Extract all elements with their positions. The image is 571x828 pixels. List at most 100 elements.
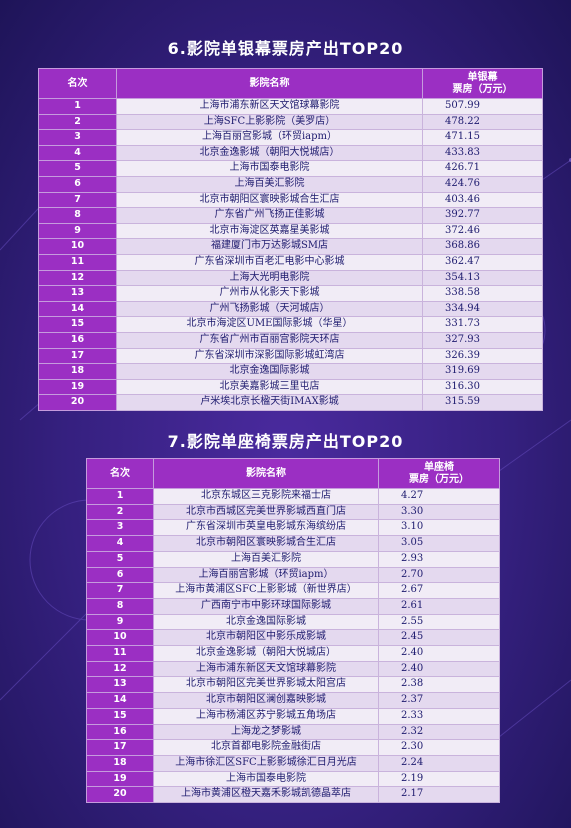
box-office-cell: 316.30 xyxy=(422,378,543,396)
table-row: 4 北京市朝阳区寰映影城合生汇店 3.05 xyxy=(86,535,500,552)
table-row: 18 北京金逸国际影城 319.69 xyxy=(38,363,543,380)
table-row: 10 北京市朝阳区中影乐成影城 2.45 xyxy=(86,629,500,647)
cinema-name-cell: 上海市黄浦区SFC上影影城（新世界店） xyxy=(153,582,379,599)
box-office-cell: 424.76 xyxy=(422,175,543,193)
box-office-cell: 392.77 xyxy=(422,207,543,224)
table-row: 13 广州市从化影天下影城 338.58 xyxy=(38,285,543,302)
rank-cell: 8 xyxy=(38,207,117,224)
box-office-cell: 2.24 xyxy=(378,754,500,772)
cinema-name-cell: 北京市西城区完美世界影城西直门店 xyxy=(153,503,379,521)
box-office-cell: 331.73 xyxy=(422,316,543,333)
rank-cell: 5 xyxy=(86,550,154,568)
rank-cell: 10 xyxy=(86,629,154,647)
rank-cell: 7 xyxy=(38,191,117,209)
table-row: 5 上海百美汇影院 2.93 xyxy=(86,550,500,568)
box-office-cell: 327.93 xyxy=(422,331,543,349)
cinema-name-cell: 广州市从化影天下影城 xyxy=(116,285,423,302)
cinema-name-cell: 北京市朝阳区澜创嘉映影城 xyxy=(153,692,379,709)
section6-title: 6.影院单银幕票房产出TOP20 xyxy=(167,39,404,58)
table-row: 8 广东省广州飞扬正佳影城 392.77 xyxy=(38,207,543,224)
box-office-cell: 362.47 xyxy=(422,253,543,271)
rank-cell: 13 xyxy=(86,676,154,694)
box-office-cell: 319.69 xyxy=(422,363,543,380)
box-office-cell: 2.17 xyxy=(378,786,500,804)
cinema-name-cell: 广东省广州市百丽宫影院天环店 xyxy=(116,331,423,349)
table-row: 9 北京市海淀区英嘉星美影城 372.46 xyxy=(38,222,543,240)
table-row: 15 北京市海淀区UME国际影城（华星） 331.73 xyxy=(38,316,543,333)
rank-cell: 9 xyxy=(38,222,117,240)
rank-cell: 16 xyxy=(86,723,154,741)
box-office-cell: 2.45 xyxy=(378,629,500,647)
rank-cell: 4 xyxy=(86,535,154,552)
cinema-name-cell: 广西南宁市中影环球国际影城 xyxy=(153,597,379,615)
rank-cell: 14 xyxy=(86,692,154,709)
rank-cell: 6 xyxy=(38,175,117,193)
box-office-cell: 426.71 xyxy=(422,160,543,177)
rank-cell: 1 xyxy=(86,488,154,505)
cinema-name-cell: 上海市国泰电影院 xyxy=(153,770,379,788)
rank-cell: 2 xyxy=(38,113,117,131)
box-office-cell: 2.32 xyxy=(378,723,500,741)
cinema-name-cell: 北京市海淀区UME国际影城（华星） xyxy=(116,316,423,333)
box-office-cell: 354.13 xyxy=(422,269,543,287)
rank-cell: 13 xyxy=(38,285,117,302)
rank-cell: 19 xyxy=(86,770,154,788)
section6-table: 名次 影院名称 单银幕 票房（万元） 1 上海市浦东新区天文馆球幕影院 507.99… xyxy=(38,68,543,411)
box-office-header: 单座椅 票房（万元） xyxy=(378,458,500,489)
cinema-name-cell: 上海百丽宫影城（环贸iapm） xyxy=(116,129,423,146)
cinema-name-cell: 上海市徐汇区SFC上影影城徐汇日月光店 xyxy=(153,754,379,772)
table-row: 12 上海大光明电影院 354.13 xyxy=(38,269,543,287)
section7-table: 名次 影院名称 单座椅 票房（万元） 1 北京东城区三克影院来福士店 4.27 2 北京… xyxy=(86,458,500,804)
cinema-name-cell: 广东省深圳市深影国际影城虹湾店 xyxy=(116,347,423,365)
box-office-cell: 2.40 xyxy=(378,645,500,662)
rank-cell: 19 xyxy=(38,378,117,396)
box-office-cell: 372.46 xyxy=(422,222,543,240)
box-office-cell: 2.70 xyxy=(378,566,500,584)
cinema-name-cell: 北京市海淀区英嘉星美影城 xyxy=(116,222,423,240)
cinema-name-cell: 广东省深圳市百老汇电影中心影城 xyxy=(116,253,423,271)
box-office-cell: 315.59 xyxy=(422,394,543,411)
cinema-name-cell: 北京美嘉影城三里屯店 xyxy=(116,378,423,396)
table-row: 10 福建厦门市万达影城SM店 368.86 xyxy=(38,238,543,255)
table-row: 7 北京市朝阳区寰映影城合生汇店 403.46 xyxy=(38,191,543,209)
cinema-name-cell: 北京金逸国际影城 xyxy=(153,613,379,631)
table-row: 19 上海市国泰电影院 2.19 xyxy=(86,770,500,788)
table-row: 6 上海百丽宫影城（环贸iapm） 2.70 xyxy=(86,566,500,584)
box-office-cell: 3.30 xyxy=(378,503,500,521)
table-row: 5 上海市国泰电影院 426.71 xyxy=(38,160,543,177)
cinema-name-cell: 上海百美汇影院 xyxy=(153,550,379,568)
box-office-cell: 2.38 xyxy=(378,676,500,694)
box-office-cell: 2.33 xyxy=(378,707,500,725)
cinema-name-cell: 广州飞扬影城（天河城店） xyxy=(116,300,423,318)
table-row: 16 广东省广州市百丽宫影院天环店 327.93 xyxy=(38,331,543,349)
table-row: 18 上海市徐汇区SFC上影影城徐汇日月光店 2.24 xyxy=(86,754,500,772)
table-row: 3 广东省深圳市英皇电影城东海缤纷店 3.10 xyxy=(86,519,500,537)
rank-cell: 5 xyxy=(38,160,117,177)
cinema-name-cell: 上海SFC上影影院（美罗店） xyxy=(116,113,423,131)
table-row: 15 上海市杨浦区苏宁影城五角场店 2.33 xyxy=(86,707,500,725)
box-office-cell: 326.39 xyxy=(422,347,543,365)
table-row: 11 北京金逸影城（朝阳大悦城店） 2.40 xyxy=(86,645,500,662)
cinema-name-cell: 北京金逸国际影城 xyxy=(116,363,423,380)
rank-cell: 20 xyxy=(38,394,117,411)
box-office-cell: 2.93 xyxy=(378,550,500,568)
box-office-cell: 478.22 xyxy=(422,113,543,131)
table-row: 2 北京市西城区完美世界影城西直门店 3.30 xyxy=(86,503,500,521)
box-office-cell: 2.40 xyxy=(378,660,500,678)
box-office-cell: 2.55 xyxy=(378,613,500,631)
rank-cell: 17 xyxy=(86,739,154,756)
table-row: 12 上海市浦东新区天文馆球幕影院 2.40 xyxy=(86,660,500,678)
cinema-name-cell: 福建厦门市万达影城SM店 xyxy=(116,238,423,255)
rank-cell: 3 xyxy=(86,519,154,537)
cinema-name-cell: 北京金逸影城（朝阳大悦城店） xyxy=(153,645,379,662)
cinema-name-cell: 上海市浦东新区天文馆球幕影院 xyxy=(116,98,423,115)
section7-title: 7.影院单座椅票房产出TOP20 xyxy=(167,432,404,451)
rank-cell: 18 xyxy=(86,754,154,772)
cinema-name-cell: 上海市国泰电影院 xyxy=(116,160,423,177)
rank-cell: 12 xyxy=(86,660,154,678)
cinema-name-cell: 北京金逸影城（朝阳大悦城店） xyxy=(116,144,423,162)
cinema-name-cell: 广东省深圳市英皇电影城东海缤纷店 xyxy=(153,519,379,537)
cinema-name-cell: 上海市浦东新区天文馆球幕影院 xyxy=(153,660,379,678)
box-office-cell: 338.58 xyxy=(422,285,543,302)
rank-cell: 18 xyxy=(38,363,117,380)
